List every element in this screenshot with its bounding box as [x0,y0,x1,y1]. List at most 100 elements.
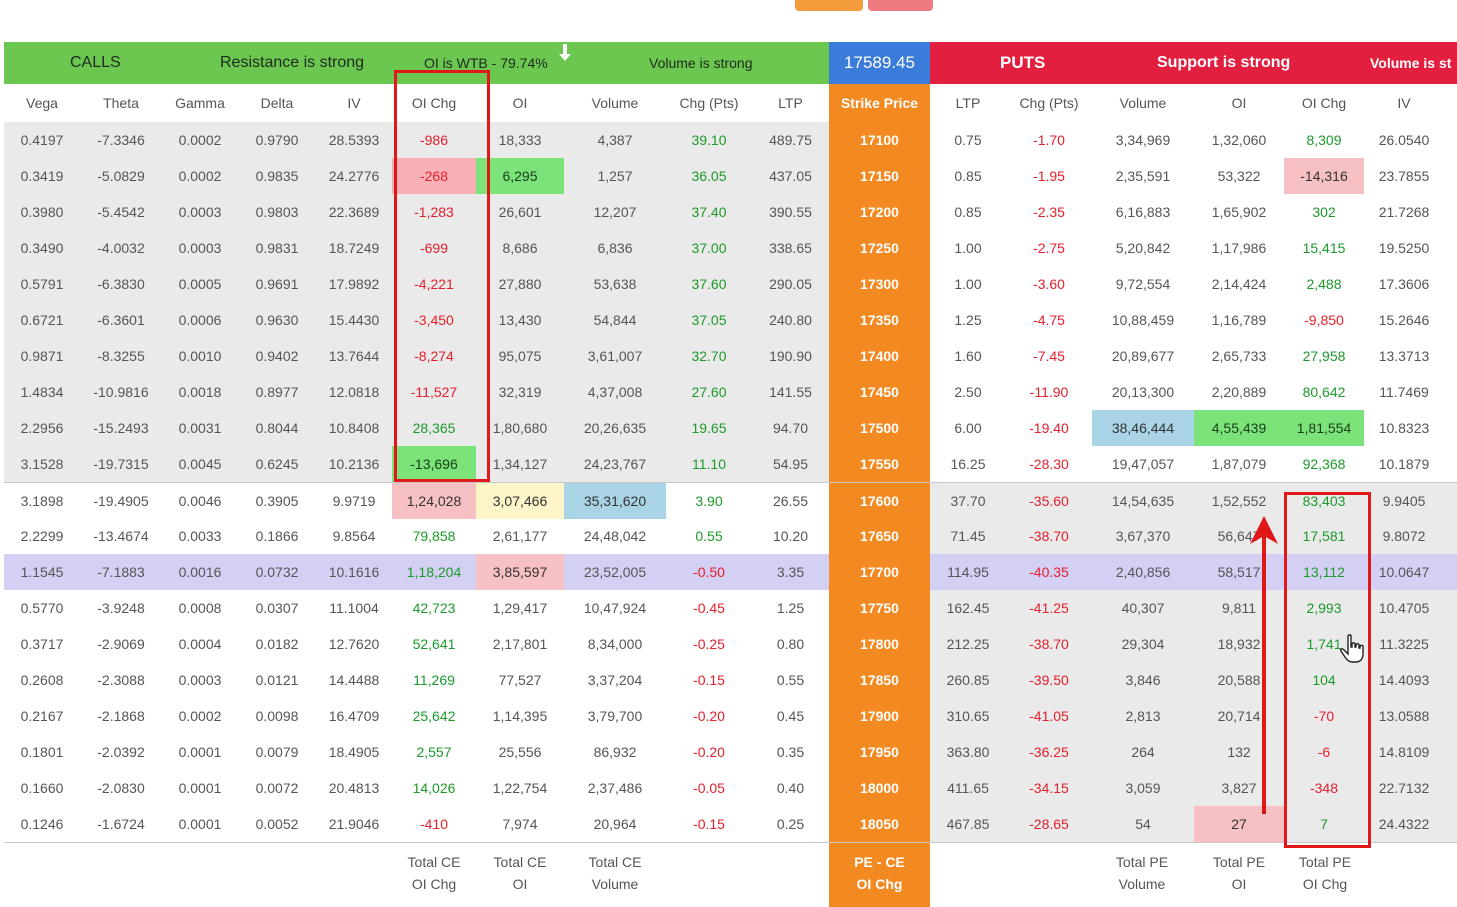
cell-put-chg-pts: -4.75 [1033,312,1065,328]
table-row[interactable]: 2.2299 -13.4674 0.0033 0.1866 9.8564 79,858 2,… [4,518,1457,554]
cell-gamma: 0.0004 [178,636,222,652]
cell-put-volume: 10,88,459 [1111,312,1175,328]
header-delta[interactable]: Delta [260,95,294,111]
cell-chg-pts: -0.20 [693,744,725,760]
cell-put-oi: 2,20,889 [1211,384,1267,400]
cell-theta: -19.7315 [93,456,149,472]
cell-put-iv: 21.7268 [1378,204,1430,220]
header-theta[interactable]: Theta [103,95,139,111]
pe-ce-oi-chg: PE - CE OI Chg [829,843,930,907]
cell-ltp: 190.90 [769,348,812,364]
cell-chg-pts: -0.20 [693,708,725,724]
cell-oi-chg: -13,696 [392,446,476,482]
cell-chg-pts: 37.00 [691,240,727,256]
cell-theta: -19.4905 [93,493,149,509]
cell-strike-price: 17200 [829,194,930,230]
tab-red[interactable] [868,0,933,11]
header-put-chg-pts[interactable]: Chg (Pts) [1019,95,1079,111]
table-row[interactable]: 2.2956 -15.2493 0.0031 0.8044 10.8408 28,365 1… [4,410,1457,446]
cell-put-ltp: 37.70 [950,493,986,509]
total-ce-oi: Total CE OI [493,854,547,892]
cell-volume: 3,37,204 [587,672,643,688]
table-row[interactable]: 0.3419 -5.0829 0.0002 0.9835 24.2776 -268 6,29… [4,158,1457,194]
table-row[interactable]: 0.2608 -2.3088 0.0003 0.0121 14.4488 11,269 77… [4,662,1457,698]
table-row[interactable]: 0.1660 -2.0830 0.0001 0.0072 20.4813 14,026 1,… [4,770,1457,806]
cell-theta: -1.6724 [97,816,145,832]
header-oi-chg[interactable]: OI Chg [411,95,457,111]
cell-iv: 10.8408 [328,420,380,436]
cell-delta: 0.9835 [255,168,299,184]
cell-strike-price: 17550 [829,446,930,482]
table-row[interactable]: 3.1898 -19.4905 0.0046 0.3905 9.9719 1,24,028… [4,482,1457,519]
cell-put-iv: 24.4322 [1378,816,1430,832]
header-volume[interactable]: Volume [591,95,639,111]
table-row[interactable]: 0.5791 -6.3830 0.0005 0.9691 17.9892 -4,221 27… [4,266,1457,302]
cell-put-volume: 40,307 [1121,600,1165,616]
cell-put-iv: 10.0647 [1378,564,1430,580]
table-row[interactable]: 0.5770 -3.9248 0.0008 0.0307 11.1004 42,723 1,… [4,590,1457,626]
table-row[interactable]: 0.6721 -6.3601 0.0006 0.9630 15.4430 -3,450 13… [4,302,1457,338]
header-put-volume[interactable]: Volume [1119,95,1167,111]
cell-theta: -2.0392 [97,744,145,760]
header-chg-pts[interactable]: Chg (Pts) [679,95,739,111]
cell-put-volume: 264 [1131,744,1155,760]
cell-delta: 0.3905 [255,493,299,509]
header-oi[interactable]: OI [512,95,528,111]
header-ltp[interactable]: LTP [778,95,803,111]
puts-title: PUTS [1000,53,1046,72]
cell-put-ltp: 0.85 [954,204,982,220]
header-vega[interactable]: Vega [26,95,58,111]
cell-put-oi: 58,517 [1217,564,1261,580]
cell-volume: 8,34,000 [587,636,643,652]
cell-strike-price: 17750 [829,590,930,626]
cell-put-oi-chg: -14,316 [1284,158,1364,194]
put-side: 162.45 -41.25 40,307 9,811 2,993 10.4705 [930,590,1457,626]
oi-status-text: OI is WTB - 79.74% [424,55,548,71]
table-row[interactable]: 0.3980 -5.4542 0.0003 0.9803 22.3689 -1,283 26… [4,194,1457,230]
cell-ltp: 0.40 [776,780,805,796]
cell-put-volume: 2,40,856 [1115,564,1171,580]
header-gamma[interactable]: Gamma [175,95,225,111]
tab-orange[interactable] [795,0,863,11]
cell-put-oi: 1,17,986 [1211,240,1267,256]
cell-oi: 7,974 [502,816,538,832]
cell-vega: 0.3980 [20,204,64,220]
table-row[interactable]: 3.1528 -19.7315 0.0045 0.6245 10.2136 -13,696… [4,446,1457,482]
table-row[interactable]: 0.4197 -7.3346 0.0002 0.9790 28.5393 -986 18,3… [4,122,1457,158]
cell-delta: 0.0307 [255,600,299,616]
cell-oi: 3,85,597 [476,554,564,590]
header-put-iv[interactable]: IV [1397,95,1411,111]
cell-iv: 9.8564 [332,528,376,544]
cell-delta: 0.1866 [255,528,299,544]
total-pe-oi-chg: Total PE OI Chg [1298,854,1352,892]
table-row[interactable]: 0.2167 -2.1868 0.0002 0.0098 16.4709 25,642 1,… [4,698,1457,734]
table-row[interactable]: 1.4834 -10.9816 0.0018 0.8977 12.0818 -11,527… [4,374,1457,410]
header-put-oi-chg[interactable]: OI Chg [1301,95,1347,111]
header-iv[interactable]: IV [347,95,361,111]
cell-oi: 18,333 [498,132,542,148]
cell-vega: 0.2167 [20,708,64,724]
table-row[interactable]: 0.3717 -2.9069 0.0004 0.0182 12.7620 52,641 2,… [4,626,1457,662]
cell-ltp: 338.65 [769,240,812,256]
table-row[interactable]: 0.3490 -4.0032 0.0003 0.9831 18.7249 -699 8,68… [4,230,1457,266]
cell-oi: 8,686 [502,240,538,256]
cell-put-chg-pts: -2.35 [1033,204,1065,220]
table-row[interactable]: 0.9871 -8.3255 0.0010 0.9402 13.7644 -8,274 95… [4,338,1457,374]
table-row[interactable]: 0.1801 -2.0392 0.0001 0.0079 18.4905 2,557 25,… [4,734,1457,770]
cell-put-oi: 20,714 [1217,708,1261,724]
header-put-ltp[interactable]: LTP [955,95,981,111]
cell-put-chg-pts: -1.95 [1033,168,1065,184]
cell-chg-pts: -0.25 [693,636,725,652]
cell-strike-price: 17350 [829,302,930,338]
table-row[interactable]: 0.1246 -1.6724 0.0001 0.0052 21.9046 -410 7,97… [4,806,1457,842]
cell-delta: 0.9790 [255,132,299,148]
header-put-oi[interactable]: OI [1231,95,1247,111]
cell-chg-pts: 19.65 [691,420,727,436]
cell-strike-price: 17250 [829,230,930,266]
header-strike-price[interactable]: Strike Price [829,84,930,122]
cell-strike-price: 17850 [829,662,930,698]
cell-put-ltp: 0.75 [954,132,982,148]
cell-oi-chg: 1,24,028 [392,483,476,519]
cell-put-volume: 6,16,883 [1115,204,1171,220]
table-row[interactable]: 1.1545 -7.1883 0.0016 0.0732 10.1616 1,18,204… [4,554,1457,590]
